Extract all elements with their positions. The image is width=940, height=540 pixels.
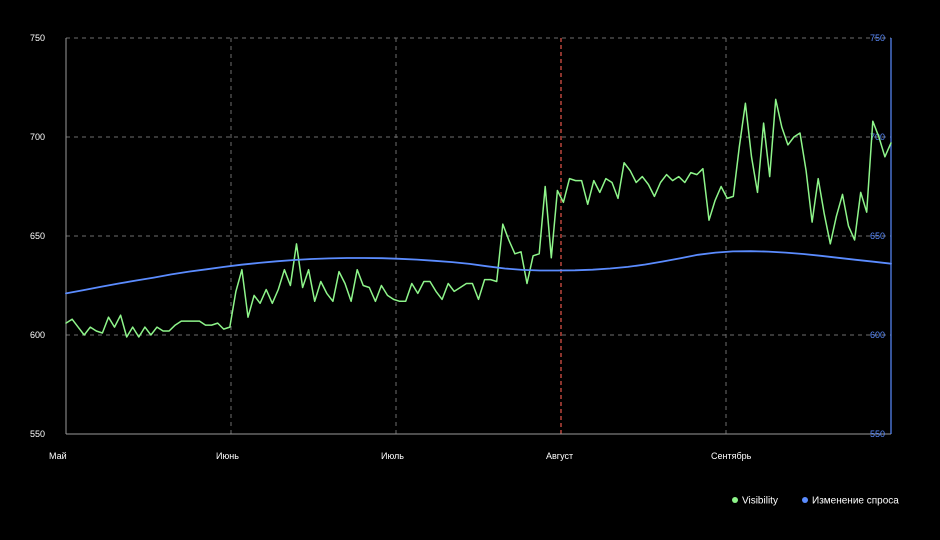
legend-marker-demand-change [802, 497, 808, 503]
y-tick-label: 700 [30, 132, 45, 142]
x-tick-label: Июнь [216, 451, 239, 461]
y2-tick-label: 750 [870, 33, 885, 43]
x-axis-tick-labels: Май Июнь Июль Август Сентябрь [49, 451, 752, 461]
right-axis-tick-labels: 550 600 650 700 750 [870, 33, 885, 439]
x-tick-label: Август [546, 451, 573, 461]
axes [65, 38, 892, 435]
y2-tick-label: 650 [870, 231, 885, 241]
series-lines [65, 98, 892, 338]
y2-tick-label: 550 [870, 429, 885, 439]
x-tick-label: Май [49, 451, 67, 461]
y-tick-label: 650 [30, 231, 45, 241]
series-line-visibility [65, 98, 892, 338]
y-tick-label: 750 [30, 33, 45, 43]
series-line-demand-change [65, 250, 892, 295]
y2-tick-label: 600 [870, 330, 885, 340]
y-tick-label: 600 [30, 330, 45, 340]
legend: Visibility Изменение спроса [732, 496, 899, 507]
left-axis-tick-labels: 550 600 650 700 750 [30, 33, 45, 439]
x-tick-label: Сентябрь [711, 451, 752, 461]
legend-label-visibility: Visibility [742, 496, 778, 507]
grid [66, 37, 891, 434]
legend-marker-visibility [732, 497, 738, 503]
y2-tick-label: 700 [870, 132, 885, 142]
y-tick-label: 550 [30, 429, 45, 439]
x-tick-label: Июль [381, 451, 404, 461]
legend-label-demand-change: Изменение спроса [812, 496, 899, 507]
